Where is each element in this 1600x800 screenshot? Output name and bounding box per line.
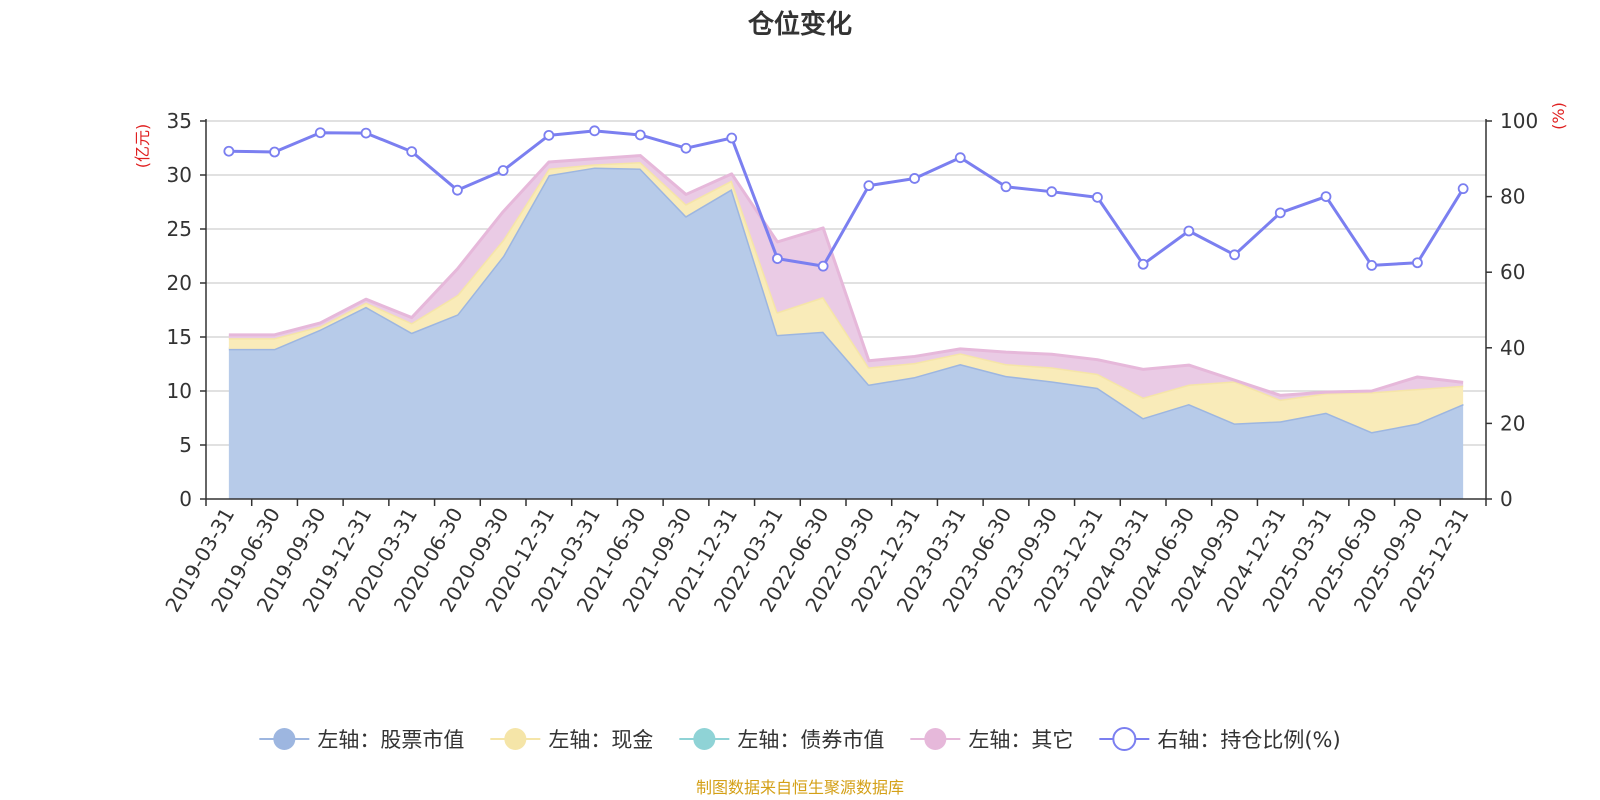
stacked-areas	[228, 154, 1464, 499]
legend-label: 左轴：股票市值	[317, 728, 464, 752]
ratio-point	[269, 146, 280, 158]
ratio-point	[1366, 259, 1378, 271]
ratio-point	[1274, 207, 1286, 219]
left-axis-tick-label: 25	[167, 217, 192, 241]
legend-circle-icon	[504, 728, 527, 750]
ratio-point	[1046, 186, 1058, 198]
right-axis-tick-label: 100	[1500, 109, 1538, 133]
legend-circle-icon	[924, 728, 947, 750]
area-左轴：股票市值	[228, 167, 1464, 499]
left-axis-tick-label: 30	[167, 163, 192, 187]
legend-label: 左轴：其它	[968, 728, 1073, 752]
ratio-point	[634, 129, 646, 141]
right-axis-tick-label: 60	[1500, 260, 1525, 284]
legend[interactable]: 左轴：股票市值 左轴：现金 左轴：债券市值 左轴：其它 右轴：持仓比例(%)	[259, 727, 1341, 752]
left-axis-tick-label: 0	[179, 487, 192, 511]
ratio-point	[223, 145, 235, 157]
right-axis-tick-label: 0	[1500, 487, 1513, 511]
ratio-point	[1183, 225, 1195, 237]
area-左轴：现金	[228, 162, 1464, 433]
chart-title: 仓位变化	[747, 9, 852, 40]
ratio-point	[1137, 258, 1149, 270]
ratio-point	[1412, 257, 1423, 269]
ratio-point	[863, 180, 875, 192]
ratio-point	[1092, 191, 1103, 203]
left-axis-tick-label: 35	[167, 109, 192, 133]
left-axis-tick-label: 10	[167, 379, 192, 403]
left-axis-tick-label: 5	[179, 433, 192, 457]
ratio-point	[543, 129, 555, 141]
legend-item[interactable]: 右轴：持仓比例(%)	[1099, 727, 1341, 752]
right-axis-tick-label: 40	[1500, 336, 1525, 360]
ratio-point	[909, 173, 920, 184]
area-edge-左轴：其它	[228, 154, 1464, 397]
ratio-point	[817, 260, 829, 272]
ratio-point	[360, 127, 372, 139]
legend-circle-icon	[693, 728, 716, 750]
ratio-point	[589, 125, 600, 137]
left-axis-unit: (亿元)	[133, 124, 152, 169]
ratio-point	[497, 165, 509, 176]
ratio-point	[452, 184, 463, 196]
legend-circle-icon	[273, 728, 296, 750]
ratio-line-layer	[223, 125, 1469, 272]
data-source-note: 制图数据来自恒生聚源数据库	[696, 778, 904, 797]
legend-label: 左轴：债券市值	[737, 728, 884, 752]
legend-item[interactable]: 左轴：现金	[490, 728, 653, 752]
ratio-point	[406, 146, 418, 158]
legend-item[interactable]: 左轴：股票市值	[259, 728, 464, 752]
ratio-point	[680, 142, 692, 154]
legend-label: 左轴：现金	[548, 728, 653, 752]
right-axis-tick-label: 20	[1500, 411, 1525, 435]
right-axis-unit: (%)	[1549, 102, 1568, 130]
ratio-point	[1320, 191, 1332, 203]
ratio-point	[772, 253, 783, 264]
left-axis-tick-label: 15	[167, 325, 192, 349]
left-axis-tick-label: 20	[167, 271, 192, 295]
legend-label: 右轴：持仓比例(%)	[1157, 728, 1340, 752]
legend-item[interactable]: 左轴：其它	[910, 728, 1073, 752]
ratio-point	[1229, 249, 1240, 261]
ratio-point	[314, 127, 326, 139]
ratio-point	[1457, 183, 1469, 195]
ratio-point	[726, 132, 738, 144]
ratio-line	[228, 129, 1465, 268]
ratio-point	[1000, 181, 1012, 193]
legend-hollow-circle-icon	[1112, 727, 1137, 751]
right-axis-tick-label: 80	[1500, 185, 1525, 209]
ratio-point	[954, 152, 966, 164]
legend-item[interactable]: 左轴：债券市值	[679, 728, 884, 752]
